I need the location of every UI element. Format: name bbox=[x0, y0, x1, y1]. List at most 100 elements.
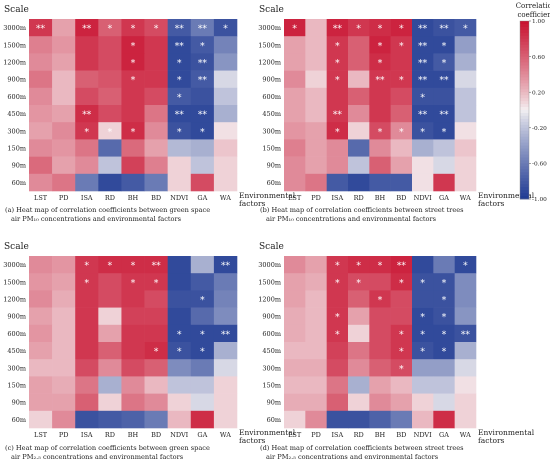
column-label: ISA bbox=[331, 194, 343, 202]
heatmap-cell bbox=[412, 36, 434, 54]
heatmap-cell bbox=[369, 19, 391, 37]
column-label: ISA bbox=[331, 431, 343, 439]
heatmap-cell bbox=[348, 70, 370, 89]
heatmap-cell bbox=[190, 359, 215, 377]
significance-mark: ** bbox=[175, 25, 185, 35]
heatmap-cell bbox=[190, 342, 215, 360]
heatmap-cell bbox=[144, 393, 168, 412]
row-label: 60m bbox=[267, 416, 281, 424]
heatmap-cell bbox=[144, 290, 168, 308]
heatmap-cell bbox=[98, 273, 122, 291]
heatmap-cell bbox=[29, 376, 53, 394]
heatmap-cell bbox=[433, 105, 455, 123]
y-axis-title: Scale bbox=[4, 242, 29, 252]
heatmap-cell bbox=[75, 122, 99, 140]
significance-mark: * bbox=[378, 42, 383, 52]
colorbar-step bbox=[520, 89, 529, 93]
heatmap-cell bbox=[284, 393, 306, 412]
significance-mark: ** bbox=[152, 262, 162, 272]
heatmap-cell bbox=[326, 139, 349, 157]
colorbar-tick-label: 0.20 bbox=[532, 90, 545, 96]
heatmap-cell bbox=[454, 324, 477, 343]
heatmap-cell bbox=[433, 290, 455, 308]
colorbar-step bbox=[520, 193, 529, 197]
heatmap-cell bbox=[412, 410, 434, 429]
colorbar-step bbox=[520, 59, 529, 63]
significance-mark: ** bbox=[440, 111, 450, 121]
heatmap-cell bbox=[390, 70, 413, 89]
heatmap-cell bbox=[412, 70, 434, 89]
column-label: GA bbox=[439, 431, 449, 439]
column-label: NDVI bbox=[170, 431, 188, 439]
caption-line1: (d) Heat map of correlation coefficients… bbox=[260, 444, 464, 452]
row-label: 1500m bbox=[258, 41, 281, 49]
row-label: 60m bbox=[267, 179, 281, 187]
row-label: 90m bbox=[12, 399, 26, 407]
colorbar-step bbox=[520, 178, 529, 182]
heatmap-cell bbox=[29, 342, 53, 360]
heatmap-cell bbox=[213, 105, 238, 123]
row-label: 600m bbox=[262, 93, 281, 101]
heatmap-cell bbox=[305, 342, 327, 360]
heatmap-cell bbox=[121, 273, 145, 291]
heatmap-cell bbox=[348, 122, 370, 140]
column-label: BH bbox=[375, 431, 386, 439]
row-label: 1200m bbox=[3, 296, 26, 304]
heatmap-cell bbox=[390, 359, 413, 377]
significance-mark: * bbox=[177, 59, 182, 69]
heatmap-cell bbox=[52, 359, 76, 377]
heatmap-cell bbox=[284, 105, 306, 123]
heatmap-cell bbox=[29, 105, 53, 123]
heatmap-cell bbox=[190, 256, 215, 274]
colorbar-step bbox=[520, 50, 529, 55]
heatmap-cell bbox=[29, 359, 53, 377]
heatmap-cell bbox=[348, 410, 370, 429]
heatmap-cell bbox=[75, 324, 99, 343]
heatmap-cell bbox=[433, 139, 455, 157]
significance-mark: * bbox=[200, 348, 205, 358]
column-label: WA bbox=[460, 431, 471, 439]
significance-mark: * bbox=[131, 25, 136, 35]
heatmap-cell bbox=[98, 87, 122, 106]
colorbar-step bbox=[520, 110, 529, 114]
heatmap-cell bbox=[75, 70, 99, 89]
colorbar-step bbox=[520, 47, 529, 52]
row-label: 900m bbox=[262, 76, 281, 84]
significance-mark: * bbox=[463, 262, 468, 272]
heatmap-cell bbox=[433, 393, 455, 412]
column-label: LST bbox=[288, 431, 302, 439]
heatmap-cell bbox=[167, 393, 192, 412]
heatmap-cell bbox=[213, 19, 238, 37]
heatmap-cell bbox=[167, 19, 192, 37]
colorbar-tick-label: -0.20 bbox=[532, 126, 547, 132]
heatmap-cell bbox=[369, 173, 391, 192]
heatmap-cell bbox=[167, 87, 192, 106]
row-label: 90m bbox=[267, 399, 281, 407]
heatmap-cell bbox=[454, 273, 477, 291]
row-label: 600m bbox=[262, 330, 281, 338]
row-label: 300m bbox=[262, 127, 281, 135]
row-label: 150m bbox=[7, 382, 26, 390]
heatmap-cell bbox=[348, 393, 370, 412]
heatmap-cell bbox=[454, 36, 477, 54]
heatmap-cell bbox=[75, 53, 99, 71]
significance-mark: ** bbox=[198, 111, 208, 121]
significance-mark: ** bbox=[221, 330, 231, 340]
heatmap-cell bbox=[326, 19, 349, 37]
heatmap-cell bbox=[390, 173, 413, 192]
significance-mark: * bbox=[420, 313, 425, 323]
heatmap-cell bbox=[369, 70, 391, 89]
heatmap-cell bbox=[190, 105, 215, 123]
heatmap-cell bbox=[52, 393, 76, 412]
significance-mark: * bbox=[131, 76, 136, 86]
heatmap-cell bbox=[454, 410, 477, 429]
significance-mark: * bbox=[442, 313, 447, 323]
heatmap-cell bbox=[284, 53, 306, 71]
row-label: 300m bbox=[262, 364, 281, 372]
row-label: 900m bbox=[7, 76, 26, 84]
heatmap-cell bbox=[433, 359, 455, 377]
heatmap-cell bbox=[75, 376, 99, 394]
column-label: GA bbox=[197, 194, 207, 202]
row-label: 450m bbox=[262, 110, 281, 118]
heatmap-cell bbox=[29, 122, 53, 140]
